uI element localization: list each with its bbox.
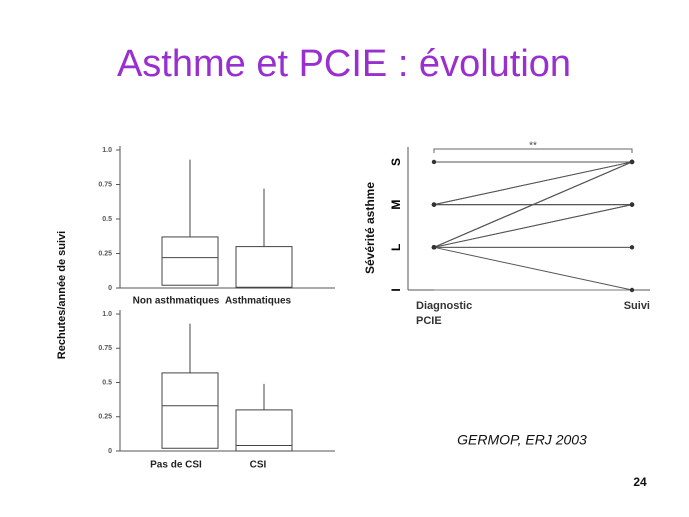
line [433,161,633,206]
x-tick-label: Pas de CSI [150,460,202,471]
box [161,372,219,449]
x-tick-label: Non asthmatiques [133,296,220,307]
point [629,159,635,165]
point [629,202,635,207]
point [629,287,635,293]
x-tick-label: Asthmatiques [225,296,292,307]
box [161,236,219,286]
x-tick-label: CSI [250,460,267,471]
y-tick-label: 0.75 [98,181,112,188]
y-tick-label: 1.0 [102,147,112,154]
point [629,245,635,250]
y-tick-label: M [389,200,403,210]
point [431,245,437,250]
y-tick-label: 0 [108,285,112,292]
page-number: 24 [633,475,647,489]
line [433,246,633,291]
annotation: ** [529,141,537,152]
citation: GERMOP, ERJ 2003 [457,432,587,448]
y-tick-label: 0 [108,448,112,455]
point [431,159,437,165]
y-tick-label: 0.75 [98,345,112,352]
y-tick-label: 1.0 [102,311,112,318]
y-tick-label: 0.5 [102,379,112,386]
y-tick-label: L [389,244,403,251]
y-tick-label: 0.25 [98,414,112,421]
line [433,161,633,248]
point [431,202,437,207]
significance-bracket [433,148,633,153]
y-axis-label: Rechutes/année de suivi [56,231,68,359]
y-tick-label: 0.5 [102,216,112,223]
y-tick-label: S [389,158,403,166]
box [235,409,293,452]
box [235,246,293,289]
y-tick-label: I [389,288,403,291]
x-tick-label: Suivi [624,300,650,312]
y-axis-label: Sévérité asthme [363,182,377,274]
y-tick-label: 0.25 [98,250,112,257]
slide-title: Asthme et PCIE : évolution [117,43,571,85]
line [433,204,633,248]
x-tick-label: Diagnostic PCIE [416,300,473,327]
